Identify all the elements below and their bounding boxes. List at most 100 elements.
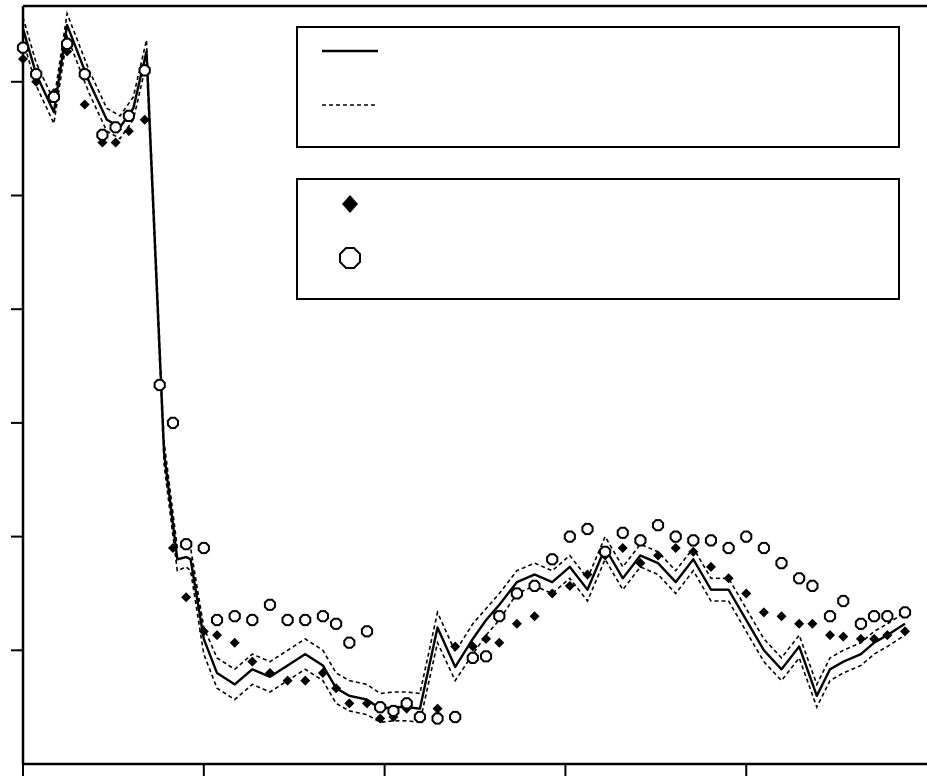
- legend-open-octagon-swatch: [339, 247, 361, 269]
- filled-diamond-point: [529, 611, 540, 622]
- filled-diamond-point: [794, 618, 805, 629]
- open-octagon-point: [806, 579, 819, 592]
- filled-diamond-point: [564, 580, 575, 591]
- filled-diamond-point: [855, 633, 866, 644]
- open-octagon-point: [109, 121, 122, 134]
- open-octagon-point: [16, 41, 30, 54]
- filled-diamond-point: [79, 99, 90, 110]
- open-octagon-point: [263, 598, 276, 611]
- filled-diamond-point: [361, 698, 372, 709]
- axis-ticks: [11, 80, 748, 776]
- filled-diamond-point: [511, 618, 522, 629]
- open-octagon-point: [180, 538, 193, 551]
- legend-box-lines: [296, 26, 900, 148]
- open-octagon-point: [528, 579, 541, 592]
- filled-diamond-point: [467, 641, 478, 652]
- filled-diamond-point: [139, 114, 150, 125]
- filled-diamond-point: [344, 698, 355, 709]
- open-octagon-point: [138, 64, 151, 77]
- filled-diamond-point: [653, 550, 664, 561]
- open-octagon-point: [166, 416, 179, 429]
- open-octagon-point: [153, 378, 166, 392]
- filled-diamond-point: [317, 668, 328, 679]
- open-octagon-point: [823, 610, 837, 623]
- open-octagon-point: [374, 701, 387, 714]
- open-octagon-point: [722, 541, 735, 555]
- filled-diamond-point: [635, 558, 646, 569]
- filled-diamond-point: [807, 618, 818, 629]
- filled-diamond-point: [247, 656, 258, 667]
- legend-points: [296, 178, 900, 300]
- filled-diamond-point: [375, 713, 386, 724]
- open-octagon-point: [687, 534, 700, 547]
- open-octagon-point: [898, 606, 912, 619]
- filled-diamond-point: [723, 573, 734, 584]
- filled-diamond-point: [331, 683, 342, 694]
- filled-diamond-point: [882, 630, 893, 641]
- open-octagon-point: [881, 610, 894, 623]
- open-octagon-point: [546, 553, 559, 566]
- open-octagon-point: [510, 587, 523, 600]
- filled-diamond-point: [670, 542, 681, 553]
- filled-diamond-point: [869, 633, 880, 644]
- open-octagon-point: [96, 128, 109, 141]
- open-octagon-point: [449, 710, 462, 724]
- open-octagon-point: [78, 68, 91, 81]
- open-octagon-point: [197, 541, 210, 555]
- filled-diamond-point: [282, 675, 293, 686]
- open-octagon-point: [122, 109, 135, 122]
- filled-diamond-point: [705, 561, 716, 572]
- open-octagon-point: [47, 90, 60, 103]
- filled-diamond-point: [110, 137, 121, 148]
- open-octagon-point: [211, 613, 224, 627]
- open-octagon-point: [634, 534, 647, 547]
- filled-diamond-point: [825, 630, 836, 641]
- open-octagon-point: [837, 594, 850, 608]
- open-octagon-point: [616, 526, 629, 539]
- filled-diamond-point: [229, 637, 240, 648]
- open-octagon-point: [581, 522, 594, 536]
- plot-area: [16, 10, 912, 725]
- filled-diamond-point: [741, 588, 752, 599]
- open-octagon-point: [480, 650, 493, 663]
- filled-diamond-point: [758, 607, 769, 618]
- series-solid-line: [21, 23, 906, 710]
- open-octagon-point: [868, 610, 881, 623]
- filled-diamond-point: [123, 126, 134, 137]
- series-dotted-line-upper: [22, 10, 906, 695]
- open-octagon-point: [757, 541, 770, 555]
- filled-diamond-point: [494, 637, 505, 648]
- filled-diamond-point: [582, 569, 593, 580]
- legend-box-points: [296, 178, 900, 300]
- filled-diamond-point: [181, 592, 192, 603]
- open-octagon-point: [343, 636, 356, 649]
- open-octagon-point: [775, 557, 788, 570]
- open-octagon-point: [704, 534, 717, 547]
- legend-filled-diamond-swatch: [342, 195, 358, 213]
- open-octagon-point: [281, 613, 294, 627]
- open-octagon-point: [30, 68, 43, 81]
- filled-diamond-point: [300, 675, 311, 686]
- filled-diamond-point: [264, 668, 275, 679]
- filled-diamond-point: [450, 641, 461, 652]
- filled-diamond-point: [900, 626, 910, 637]
- open-octagon-point: [299, 613, 312, 627]
- filled-diamond-point: [617, 542, 628, 553]
- open-octagon-point: [854, 617, 867, 630]
- open-octagon-point: [246, 613, 259, 627]
- filled-diamond-point: [838, 631, 849, 642]
- open-octagon-point: [466, 651, 479, 664]
- filled-diamond-point: [167, 542, 178, 553]
- open-octagon-point: [493, 610, 506, 623]
- open-octagon-point: [563, 530, 576, 543]
- open-octagon-point: [599, 545, 612, 558]
- open-octagon-point: [316, 610, 329, 623]
- open-octagon-point: [413, 710, 426, 724]
- open-octagon-point: [387, 704, 400, 717]
- open-octagon-point: [669, 530, 682, 543]
- filled-diamond-point: [776, 611, 787, 622]
- open-octagon-point: [431, 712, 444, 725]
- series-dotted-line-lower: [22, 33, 906, 724]
- filled-diamond-point: [212, 630, 223, 641]
